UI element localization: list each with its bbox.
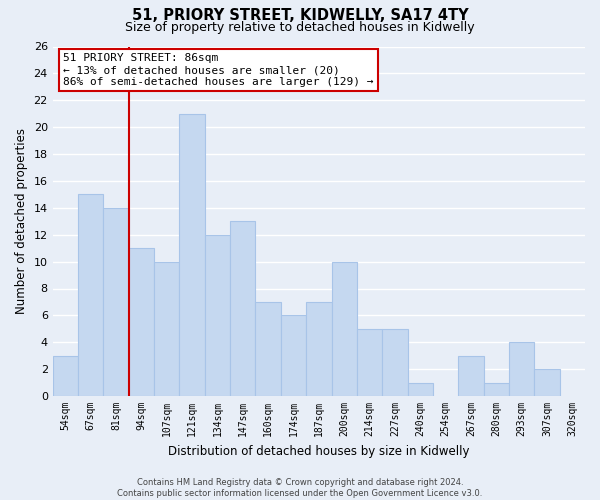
Bar [484,382,509,396]
Bar [230,222,256,396]
Bar [205,234,230,396]
Bar [332,262,357,396]
Text: Size of property relative to detached houses in Kidwelly: Size of property relative to detached ho… [125,21,475,34]
Bar [382,329,407,396]
Bar [179,114,205,396]
Bar [154,262,179,396]
Bar [281,316,306,396]
Bar [256,302,281,396]
Bar [53,356,78,396]
Bar [78,194,103,396]
Bar [458,356,484,396]
Bar [509,342,535,396]
Text: 51, PRIORY STREET, KIDWELLY, SA17 4TY: 51, PRIORY STREET, KIDWELLY, SA17 4TY [131,8,469,22]
Bar [357,329,382,396]
X-axis label: Distribution of detached houses by size in Kidwelly: Distribution of detached houses by size … [168,444,470,458]
Bar [407,382,433,396]
Text: Contains HM Land Registry data © Crown copyright and database right 2024.
Contai: Contains HM Land Registry data © Crown c… [118,478,482,498]
Bar [306,302,332,396]
Bar [129,248,154,396]
Bar [103,208,129,396]
Text: 51 PRIORY STREET: 86sqm
← 13% of detached houses are smaller (20)
86% of semi-de: 51 PRIORY STREET: 86sqm ← 13% of detache… [64,54,374,86]
Bar [535,369,560,396]
Y-axis label: Number of detached properties: Number of detached properties [15,128,28,314]
